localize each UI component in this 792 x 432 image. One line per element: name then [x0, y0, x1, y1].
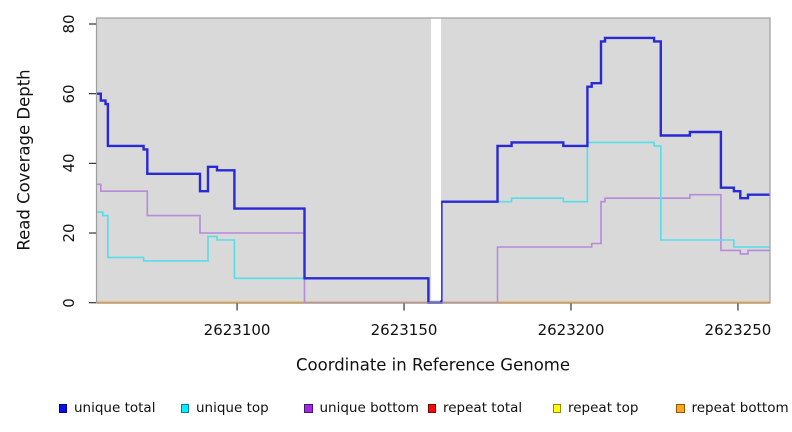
x-tick-label: 2623150: [370, 321, 438, 339]
y-tick-label: 0: [60, 297, 78, 308]
legend-label: repeat top: [568, 400, 639, 416]
legend-label: repeat bottom: [691, 400, 789, 416]
legend-label: repeat total: [443, 400, 523, 416]
legend-item-repeat-bottom: repeat bottom: [676, 401, 789, 416]
legend-swatch-repeat-top: [552, 404, 561, 413]
legend-item-repeat-top: repeat top: [552, 400, 639, 416]
y-axis-title: Read Coverage Depth: [14, 69, 34, 251]
x-tick-label: 2623250: [704, 321, 772, 339]
x-axis-title: Coordinate in Reference Genome: [295, 355, 571, 375]
legend-label: unique top: [196, 400, 269, 416]
series-unique-bottom: [96, 183, 770, 304]
legend-item-repeat-total: repeat total: [427, 400, 523, 416]
x-tick-label: 2623200: [537, 321, 605, 339]
legend-label: unique bottom: [319, 400, 419, 416]
legend-swatch-unique-total: [58, 404, 67, 413]
y-tick-label: 40: [60, 153, 78, 173]
legend-swatch-unique-bottom: [304, 404, 313, 413]
legend-swatch-unique-top: [180, 404, 189, 413]
legend-label: unique total: [74, 400, 156, 416]
plot-box-border: [95, 17, 771, 304]
y-tick-label: 80: [60, 14, 78, 34]
legend-item-unique-bottom: unique bottom: [304, 401, 419, 416]
y-tick-label: 60: [60, 84, 78, 104]
legend-swatch-repeat-total: [427, 404, 436, 413]
legend-swatch-repeat-bottom: [676, 404, 685, 413]
legend-item-unique-total: unique total: [58, 400, 156, 416]
series-unique-total: [96, 36, 770, 304]
legend-item-unique-top: unique top: [180, 400, 269, 416]
y-tick-label: 20: [60, 223, 78, 243]
no-data-gap-band: [431, 18, 442, 301]
x-tick-label: 2623100: [203, 321, 271, 339]
